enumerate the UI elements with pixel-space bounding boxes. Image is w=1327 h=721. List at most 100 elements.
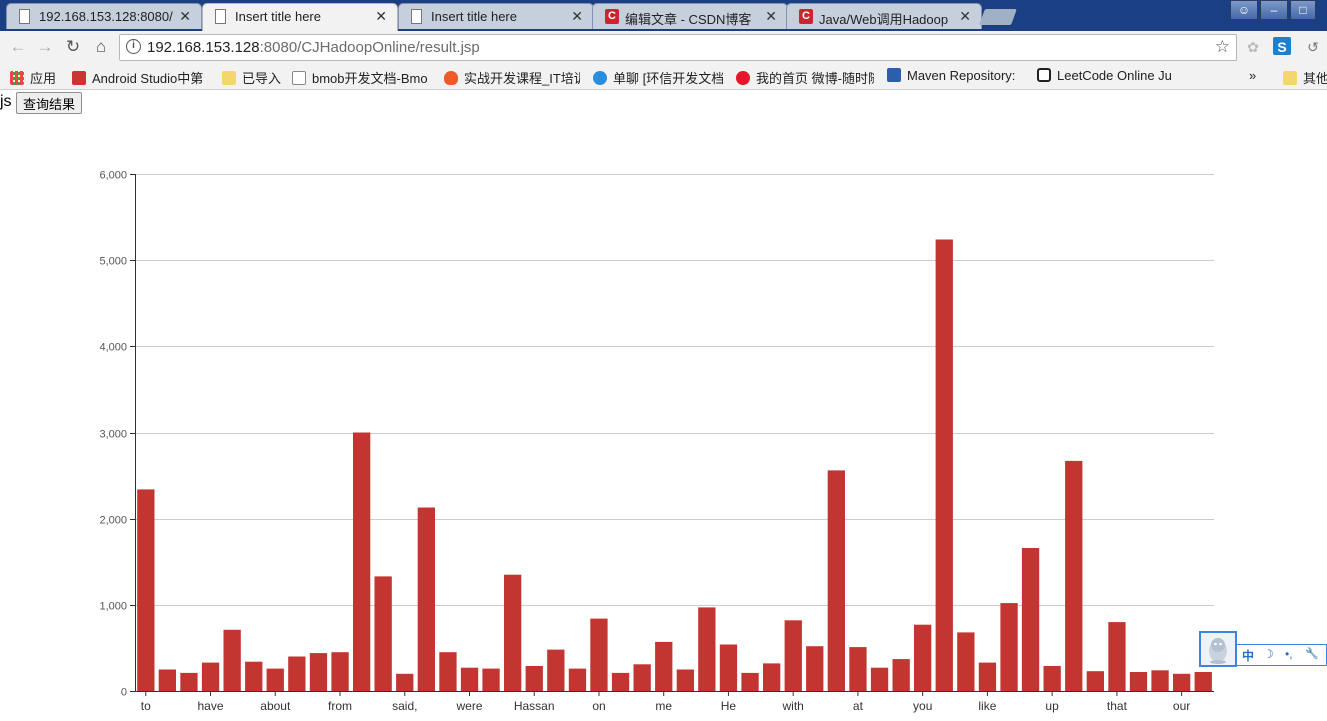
history-icon[interactable]: ↺ [1307,39,1319,55]
csdn-icon: C [799,9,813,24]
bookmark-item[interactable]: 已导入 [222,68,282,86]
x-tick-label: to [141,699,151,713]
ime-chinese-mode[interactable]: 中 [1242,649,1255,663]
moon-icon[interactable]: ☽ [1263,647,1274,661]
browser-tab[interactable]: Insert title here ✕ [202,3,398,31]
new-tab-button[interactable] [979,9,1017,25]
folder-icon [1283,71,1297,85]
close-tab-icon[interactable]: ✕ [179,8,191,24]
bookmark-label: 已导入 [242,71,282,86]
chart-bar [223,629,241,691]
x-tick-label: Hassan [514,699,555,713]
y-tick-label: 4,000 [99,342,127,354]
query-results-button[interactable]: 查询结果 [16,92,83,114]
chart-bar [611,672,630,691]
chart-bar [1194,672,1212,691]
chart-bar [1021,548,1040,691]
js-text: js [0,93,12,110]
close-tab-icon[interactable]: ✕ [765,8,777,24]
bookmark-item[interactable]: bmob开发文档-Bmo [292,68,432,86]
forward-arrow-icon[interactable]: → [36,37,54,56]
page-icon [215,9,226,24]
bookmark-star-icon[interactable]: ☆ [1214,37,1230,56]
extension-s-icon[interactable]: S [1273,37,1291,55]
bookmark-item[interactable]: 单聊 [环信开发文档] [593,68,723,86]
bookmark-label: 应用 [30,71,57,86]
chart-bar [655,641,673,691]
browser-tab[interactable]: C Java/Web调用Hadoop ✕ [786,3,982,29]
x-tick-label: on [592,699,605,713]
chart-axes: 0 1,000 2,000 3,000 4,000 5,000 6,000 to have abo… [99,170,1214,713]
chart-bar [633,664,651,691]
tab-title: Java/Web调用Hadoop [819,12,949,27]
bookmark-label: 单聊 [环信开发文档] [613,71,723,86]
x-tick-label: me [655,699,672,713]
bookmark-item[interactable]: Android Studio中第 [72,68,210,86]
bookmark-item[interactable]: LeetCode Online Ju [1037,68,1173,86]
close-tab-icon[interactable]: ✕ [571,8,583,24]
chart-bar [957,632,975,691]
tab-title: 192.168.153.128:8080/ [39,9,173,24]
chart-bar [417,507,435,691]
bookmark-item[interactable]: 我的首页 微博-随时随 [736,68,874,86]
close-tab-icon[interactable]: ✕ [959,8,971,24]
x-tick-label: from [328,699,352,713]
wrench-icon[interactable]: 🔧 [1305,648,1319,660]
chart-bar [935,239,953,691]
chart-bar [158,669,176,691]
home-icon[interactable]: ⌂ [95,37,107,56]
bar-chart: 0 1,000 2,000 3,000 4,000 5,000 6,000 to have abo… [99,170,1214,713]
chart-bar [547,649,565,691]
qq-avatar[interactable] [1199,631,1237,667]
apps-grid-icon [10,71,24,85]
reload-icon[interactable]: ↻ [65,37,81,56]
chart-bar [827,470,845,691]
chart-bar [374,576,392,691]
x-tick-label: at [853,699,864,713]
bookmarks-bar: 应用 Android Studio中第 已导入 bmob开发文档-Bmo 实战开发课程_… [0,64,1327,90]
maximize-icon[interactable]: □ [1290,0,1316,20]
chart-bar [525,666,543,691]
chart-bar [870,667,889,691]
chart-bar [482,668,500,691]
bmob-icon [292,71,306,85]
weibo-icon [736,71,750,85]
browser-tab[interactable]: Insert title here ✕ [398,3,594,29]
user-profile-icon[interactable]: ☺ [1230,0,1258,20]
address-bar[interactable]: i 192.168.153.128:8080/CJHadoopOnline/re… [119,34,1237,61]
browser-tab[interactable]: C 编辑文章 - CSDN博客 ✕ [592,3,788,29]
qq-input-widget[interactable]: 中 ☽ •, 🔧 [1199,631,1327,669]
x-tick-label: He [721,699,737,713]
ime-toolbar[interactable]: 中 ☽ •, 🔧 [1237,644,1327,666]
bookmark-item[interactable]: 应用 [10,68,62,86]
chart-bar [353,432,371,691]
info-icon[interactable]: i [126,39,141,54]
chart-bar [698,607,716,691]
bookmark-item[interactable]: 实战开发课程_IT培训 [444,68,580,86]
x-tick-label: were [455,699,482,713]
x-tick-label: with [782,699,804,713]
extension-swirl-icon[interactable]: ✿ [1247,39,1259,55]
chart-bar [137,489,155,691]
back-arrow-icon[interactable]: ← [9,37,27,56]
chart-bar [1000,603,1018,691]
y-tick-label: 6,000 [99,170,127,182]
mvn-icon [887,68,901,82]
tab-title: Insert title here [431,9,517,24]
punctuation-icon[interactable]: •, [1285,647,1293,661]
chart-bar [1065,460,1083,691]
bookmark-item[interactable]: Maven Repository: [887,68,1027,86]
more-bookmarks-chevron[interactable]: » [1249,68,1263,86]
url-text[interactable]: 192.168.153.128:8080/CJHadoopOnline/resu… [147,39,480,56]
tab-title: Insert title here [235,9,321,24]
close-tab-icon[interactable]: ✕ [375,8,387,24]
x-tick-label: our [1173,699,1190,713]
minimize-icon[interactable]: – [1260,0,1288,20]
leetcode-icon [1037,68,1051,82]
chart-bar [763,663,781,691]
chart-bar [1108,622,1126,691]
browser-tab[interactable]: 192.168.153.128:8080/ ✕ [6,3,202,29]
chart-bar [331,652,349,691]
chart-bar [266,668,284,691]
bookmark-item[interactable]: 其他 [1283,68,1327,86]
